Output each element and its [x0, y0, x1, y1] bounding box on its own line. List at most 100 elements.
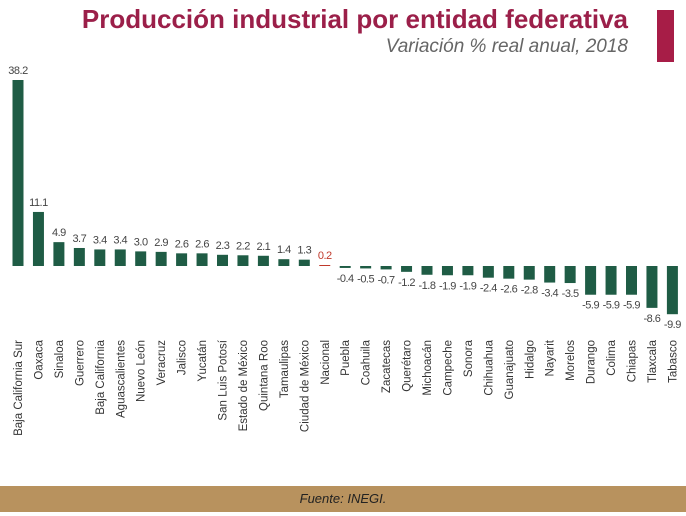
data-label: -5.9: [582, 300, 599, 312]
data-label: 1.3: [297, 245, 311, 257]
footer-band: Fuente: INEGI.: [0, 486, 686, 512]
category-label: Guanajuato: [504, 340, 516, 399]
data-label: -0.5: [357, 273, 374, 285]
data-label: -3.4: [541, 288, 558, 300]
data-label: 3.4: [113, 234, 127, 246]
bar: [523, 266, 535, 280]
category-label: Michoacán: [422, 340, 434, 396]
bar: [421, 266, 433, 275]
category-label: Colima: [606, 339, 618, 375]
data-label: 2.6: [195, 238, 209, 250]
category-label: Aguascalientes: [115, 340, 127, 418]
category-label: Puebla: [340, 339, 352, 375]
category-label: Veracruz: [156, 340, 168, 386]
category-label: Estado de México: [238, 340, 250, 431]
bar: [441, 266, 453, 276]
bar: [564, 266, 576, 284]
bar: [646, 266, 658, 308]
category-label: Quintana Roo: [258, 340, 270, 411]
bar: [626, 266, 637, 295]
category-label: Oaxaca: [33, 339, 45, 379]
data-label: 4.9: [52, 227, 66, 239]
bar: [176, 253, 188, 266]
category-label: Durango: [586, 340, 598, 384]
chart-subtitle: Variación % real anual, 2018: [385, 36, 628, 57]
data-label: -0.4: [337, 273, 354, 285]
data-label: 2.3: [216, 240, 230, 252]
data-label: -1.9: [459, 280, 476, 292]
category-label: Querétaro: [402, 340, 414, 392]
data-label: -1.9: [439, 280, 456, 292]
data-label: 38.2: [8, 65, 28, 77]
category-label: Morelos: [565, 340, 577, 381]
category-label: Chihuahua: [483, 339, 495, 395]
category-label: Yucatán: [197, 340, 209, 382]
category-label: Ciudad de México: [299, 340, 311, 432]
category-label: Baja California: [95, 339, 107, 414]
data-label: -8.6: [643, 313, 660, 325]
category-label: Baja California Sur: [13, 340, 25, 436]
bar: [114, 249, 126, 266]
bar: [298, 259, 310, 266]
bar: [585, 266, 597, 295]
data-label: 3.4: [93, 234, 107, 246]
bar: [503, 266, 515, 279]
source-note: Fuente: INEGI.: [299, 491, 387, 506]
bar: [605, 266, 617, 295]
category-label: Jalisco: [177, 340, 189, 375]
data-label: 3.0: [134, 236, 148, 248]
bar: [278, 259, 290, 266]
data-label: -1.2: [398, 277, 415, 289]
bar: [53, 242, 65, 266]
bar: [32, 211, 44, 266]
data-label: 1.4: [277, 244, 291, 256]
data-label: 2.2: [236, 240, 250, 252]
bar: [217, 254, 228, 266]
bar: [462, 266, 474, 276]
bar: [482, 266, 494, 278]
bar: [380, 266, 392, 270]
bar: [339, 266, 351, 268]
category-label: San Luis Potosí: [218, 339, 230, 420]
bar: [319, 265, 331, 266]
category-label: Tabasco: [667, 340, 679, 383]
category-label: Guerrero: [74, 340, 86, 386]
data-label: 3.7: [72, 233, 86, 245]
bar: [196, 253, 208, 266]
bar: [257, 255, 269, 266]
category-label: Nayarit: [545, 339, 557, 376]
category-label: Zacatecas: [381, 340, 393, 393]
category-label: Sonora: [463, 339, 475, 377]
category-label: Hidalgo: [524, 340, 536, 379]
title-accent-bar: [657, 10, 674, 62]
data-label: 2.1: [257, 241, 271, 253]
category-label: Nuevo León: [136, 340, 148, 402]
bar: [237, 255, 249, 266]
data-label: -2.8: [521, 285, 538, 297]
category-label: Tlaxcala: [647, 339, 659, 382]
bar: [135, 251, 147, 266]
data-label: -5.9: [623, 300, 640, 312]
data-label: 2.6: [175, 238, 189, 250]
category-label: Nacional: [320, 340, 332, 385]
category-label: Coahuila: [361, 339, 373, 385]
data-label: -2.4: [480, 283, 497, 295]
data-label: 11.1: [29, 197, 48, 209]
data-label: -1.8: [419, 280, 436, 292]
data-label: -3.5: [562, 288, 579, 300]
data-label: 2.9: [154, 237, 168, 249]
bar: [666, 266, 678, 315]
category-label: Chiapas: [627, 340, 639, 382]
bar: [12, 80, 24, 266]
category-label: Campeche: [442, 340, 454, 396]
data-label: -9.9: [664, 319, 681, 331]
data-label: -0.7: [378, 274, 395, 286]
bar: [73, 247, 85, 266]
bar: [360, 266, 372, 269]
bar: [544, 266, 556, 283]
bar: [94, 249, 106, 266]
bar: [401, 266, 413, 272]
category-label: Sinaloa: [54, 339, 66, 378]
